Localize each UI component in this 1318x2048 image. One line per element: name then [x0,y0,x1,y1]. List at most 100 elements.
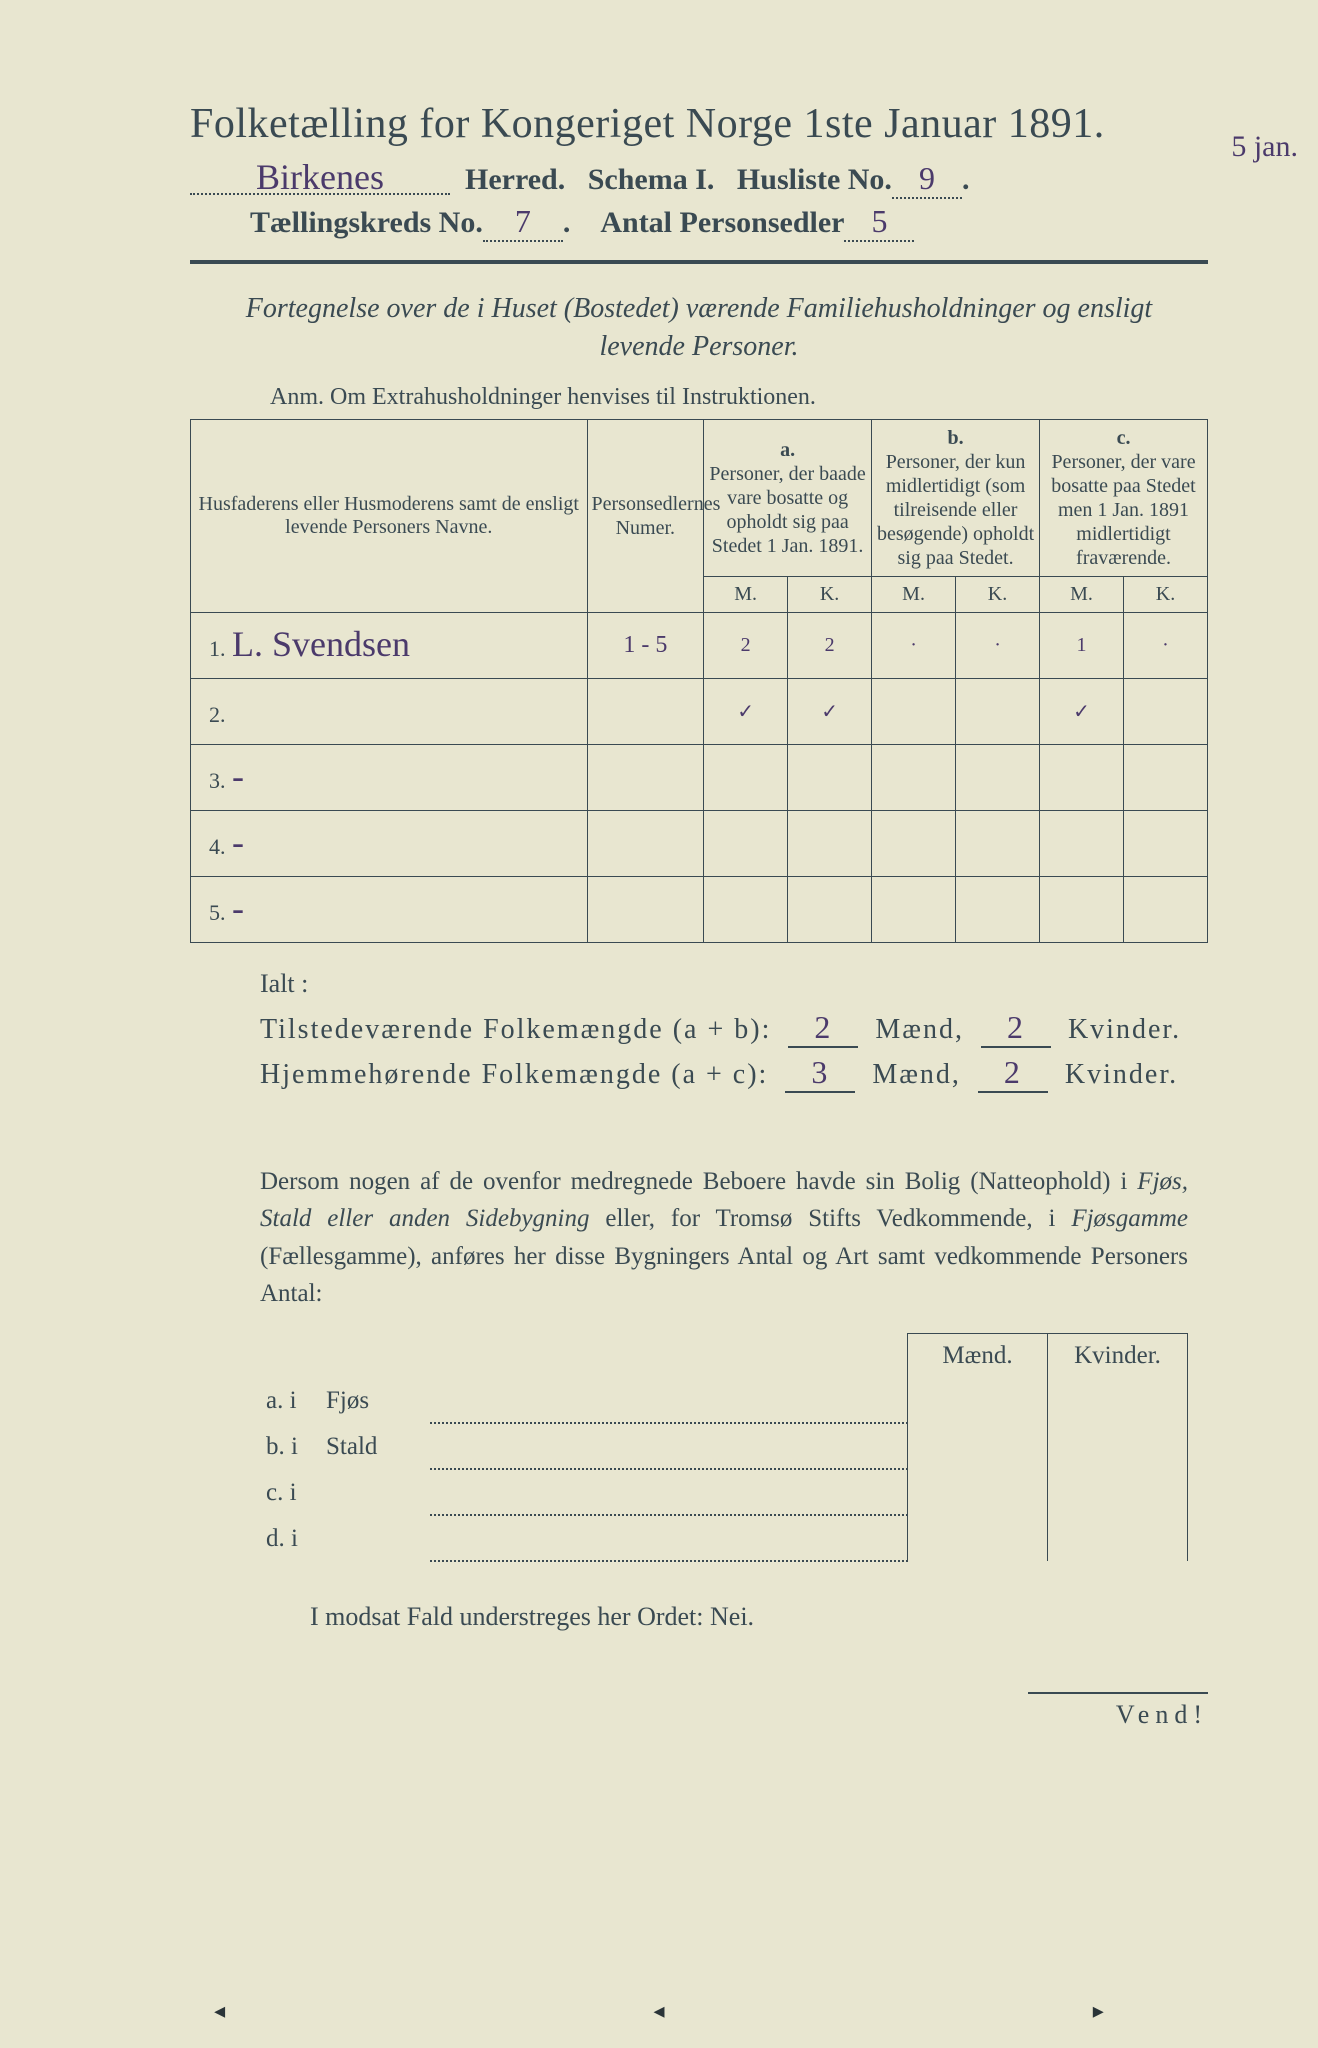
table-row: 2. ✓✓✓ [191,678,1208,744]
table-cell: ✓ [1040,678,1124,744]
hdr-c-m: M. [1040,576,1124,612]
para-t2: eller, for Tromsø Stifts Vedkommende, i [590,1205,1072,1232]
table-cell [1040,876,1124,942]
table-cell [872,678,956,744]
hdr-b-letter: b. [947,427,963,449]
kreds-value: 7 [483,203,563,242]
table-cell: · [1123,612,1207,678]
table-row: 5. - [191,876,1208,942]
table-cell [1123,678,1207,744]
maend-label-2: Mænd, [872,1059,961,1090]
hjemme-label: Hjemmehørende Folkemængde (a + c): [260,1059,768,1090]
table-row: 1. L. Svendsen1 - 522··1· [191,612,1208,678]
margin-date-note: 5 jan. [1231,130,1298,164]
table-row: 4. - [191,810,1208,876]
table-cell: 3. - [191,744,588,810]
personsedler-label: Antal Personsedler [600,206,844,240]
table-cell: 4. - [191,810,588,876]
reg-mark-icon: ▸ [1093,1998,1104,2024]
bt-dots [430,1378,908,1423]
table-cell: 2 [704,612,788,678]
fortegnelse-text: Fortegnelse over de i Huset (Bostedet) v… [210,290,1188,366]
table-cell [788,744,872,810]
hdr-b-text: Personer, der kun midlertidigt (som tilr… [877,451,1034,569]
table-cell [1123,810,1207,876]
fortegnelse-line1: Fortegnelse over de i Huset (Bostedet) v… [246,293,1152,324]
anm-note: Anm. Om Extrahusholdninger henvises til … [270,384,1208,411]
hdr-c-letter: c. [1117,427,1131,449]
fortegnelse-line2: levende Personer. [599,331,798,362]
hdr-a-m: M. [704,576,788,612]
header-line-2: Tællingskreds No. 7 . Antal Personsedler… [190,203,1208,242]
bt-dots [430,1423,908,1469]
hdr-group-a: a. Personer, der baade vare bosatte og o… [704,419,872,576]
table-cell [1040,744,1124,810]
bt-lead: b. i [260,1423,320,1469]
building-row: b. iStald [260,1423,1188,1469]
building-table: Mænd. Kvinder. a. iFjøs b. iStald c. i d… [260,1333,1188,1562]
bt-kvinder-cell [1048,1469,1188,1515]
herred-label-text: Herred. [465,163,565,197]
husliste-dot: . [962,163,970,197]
reg-mark-icon: ◂ [214,1998,225,2024]
kvinder-label-2: Kvinder. [1065,1059,1178,1090]
table-cell [956,678,1040,744]
table-cell [956,876,1040,942]
nei-line: I modsat Fald understreges her Ordet: Ne… [310,1602,1208,1632]
table-cell [956,810,1040,876]
ialt-label: Ialt : [260,969,1208,999]
tilstede-label: Tilstedeværende Folkemængde (a + b): [260,1014,771,1045]
table-cell [587,744,704,810]
table-cell [1123,876,1207,942]
personsedler-value: 5 [844,203,914,242]
table-cell [872,810,956,876]
table-cell [788,876,872,942]
header-rule [190,260,1208,264]
bt-label [320,1469,430,1515]
hdr-a-k: K. [788,576,872,612]
table-cell: ✓ [788,678,872,744]
hjemme-m: 3 [785,1054,855,1093]
bt-lead: c. i [260,1469,320,1515]
bt-kvinder-cell [1048,1515,1188,1561]
sum-hjemme: Hjemmehørende Folkemængde (a + c): 3 Mæn… [260,1054,1208,1093]
para-i2: Fjøsgamme [1071,1205,1188,1232]
table-cell: 2 [788,612,872,678]
hdr-c-text: Personer, der vare bosatte paa Stedet me… [1051,451,1195,569]
kreds-dot: . [563,206,571,240]
table-cell [788,810,872,876]
bt-maend-cell [908,1515,1048,1561]
hjemme-k: 2 [978,1054,1048,1093]
table-cell [704,744,788,810]
table-cell: 5. - [191,876,588,942]
bt-maend-cell [908,1469,1048,1515]
bt-label: Fjøs [320,1378,430,1423]
tilstede-m: 2 [788,1009,858,1048]
hdr-b-m: M. [872,576,956,612]
tilstede-k: 2 [981,1009,1051,1048]
bt-label [320,1515,430,1561]
table-cell [872,744,956,810]
bt-lead: a. i [260,1378,320,1423]
hdr-a-text: Personer, der baade vare bosatte og opho… [709,463,865,557]
hdr-num: Personsedlernes Numer. [587,419,704,612]
table-cell [956,744,1040,810]
table-body: 1. L. Svendsen1 - 522··1·2. ✓✓✓3. -4. -5… [191,612,1208,942]
table-cell [587,876,704,942]
instruction-paragraph: Dersom nogen af de ovenfor medregnede Be… [260,1163,1188,1313]
table-cell: · [956,612,1040,678]
building-row: a. iFjøs [260,1378,1188,1423]
table-cell: ✓ [704,678,788,744]
header-line-1: Birkenes Herred. Schema I. Husliste No. … [190,160,1208,199]
herred-label [450,163,465,197]
table-cell: 1. L. Svendsen [191,612,588,678]
building-row: d. i [260,1515,1188,1561]
table-row: 3. - [191,744,1208,810]
table-cell: 2. [191,678,588,744]
bt-maend-cell [908,1378,1048,1423]
para-t1: Dersom nogen af de ovenfor medregnede Be… [260,1168,1137,1195]
reg-mark-icon: ◂ [653,1998,664,2024]
hdr-group-c: c. Personer, der vare bosatte paa Stedet… [1040,419,1208,576]
bt-maend-hdr: Mænd. [908,1333,1048,1378]
schema-label: Schema I. [588,163,715,197]
